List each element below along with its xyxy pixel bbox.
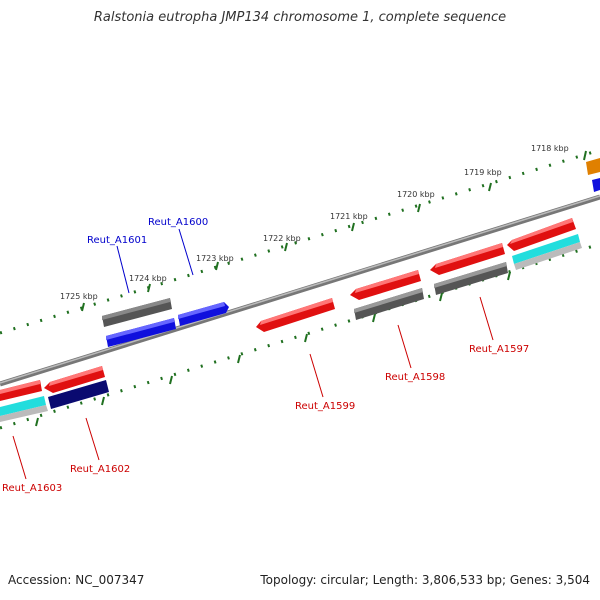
scale-label: 1723 kbp — [196, 254, 234, 263]
inner-major-tick — [372, 313, 376, 323]
gene-label-reut-a1602[interactable]: Reut_A1602 — [70, 464, 130, 475]
outer-major-tick — [215, 261, 219, 271]
gene-track-top — [102, 158, 600, 347]
inner-major-tick — [35, 417, 39, 427]
gene-block-blue[interactable] — [592, 178, 600, 192]
inner-major-tick — [169, 375, 173, 385]
scale-label: 1725 kbp — [60, 292, 98, 301]
map-title: Ralstonia eutropha JMP134 chromosome 1, … — [93, 10, 507, 25]
gene-label-reut-a1599[interactable]: Reut_A1599 — [295, 401, 355, 412]
scale-label: 1718 kbp — [531, 144, 569, 153]
gene-block-lightgray[interactable] — [514, 242, 582, 270]
leader-line — [85, 417, 100, 461]
outer-major-tick — [417, 203, 421, 213]
gene-block-blue-shade — [106, 318, 174, 340]
gene-block-navy[interactable] — [48, 380, 109, 409]
gene-block-gray-shade — [102, 298, 170, 320]
outer-major-tick — [147, 283, 151, 293]
gene-arrow-red-shade — [260, 298, 333, 325]
outer-major-tick — [81, 302, 85, 312]
leader-line — [479, 296, 494, 341]
leader-line — [116, 245, 130, 294]
scale-label: 1722 kbp — [263, 234, 301, 243]
label-leader-lines — [12, 228, 494, 480]
gene-arrow-red-shade — [510, 218, 573, 244]
gene-label-reut-a1598[interactable]: Reut_A1598 — [385, 372, 445, 383]
inner-major-tick — [507, 271, 511, 281]
gene-arrow-red-shade — [435, 243, 503, 268]
backbone — [0, 194, 600, 387]
backbone-highlight — [0, 195, 600, 384]
outer-major-tick — [351, 222, 355, 232]
scale-label: 1720 kbp — [397, 190, 435, 199]
gene-block-gray-shade — [354, 288, 423, 313]
gene-block-cyan[interactable] — [0, 396, 46, 416]
gene-label-reut-a1597[interactable]: Reut_A1597 — [469, 344, 529, 355]
scale-label: 1724 kbp — [129, 274, 167, 283]
outer-scale-track — [0, 148, 600, 335]
gene-arrow-blue-shade — [178, 302, 225, 319]
outer-major-tick — [488, 182, 492, 192]
inner-major-tick — [237, 354, 241, 364]
gene-arrow-red-shade — [355, 270, 419, 293]
inner-major-tick — [304, 333, 308, 343]
gene-block-orange[interactable] — [586, 158, 600, 175]
scale-label: 1721 kbp — [330, 212, 368, 221]
gene-label-reut-a1601[interactable]: Reut_A1601 — [87, 235, 147, 246]
gene-label-reut-a1603[interactable]: Reut_A1603 — [2, 483, 62, 494]
leader-line — [12, 435, 27, 480]
gene-track-bottom — [0, 218, 582, 422]
gene-block-cyan[interactable] — [512, 234, 580, 264]
topology-text: Topology: circular; Length: 3,806,533 bp… — [260, 573, 590, 587]
scale-label: 1719 kbp — [464, 168, 502, 177]
outer-major-tick — [583, 150, 587, 161]
inner-major-tick — [101, 396, 105, 406]
leader-line — [309, 353, 324, 398]
leader-line — [397, 324, 412, 369]
gene-block-gray-shade — [434, 262, 507, 288]
leader-line — [178, 228, 194, 276]
accession-text: Accession: NC_007347 — [8, 573, 145, 587]
outer-major-tick — [284, 242, 288, 252]
gene-block-lightgray[interactable] — [0, 405, 48, 422]
gene-arrow-red-shade — [49, 366, 103, 386]
inner-major-tick — [439, 292, 443, 302]
inner-scale-track — [0, 242, 600, 430]
gene-block-red-shade — [0, 380, 40, 394]
gene-label-reut-a1600[interactable]: Reut_A1600 — [148, 217, 208, 228]
backbone-line — [0, 194, 600, 387]
